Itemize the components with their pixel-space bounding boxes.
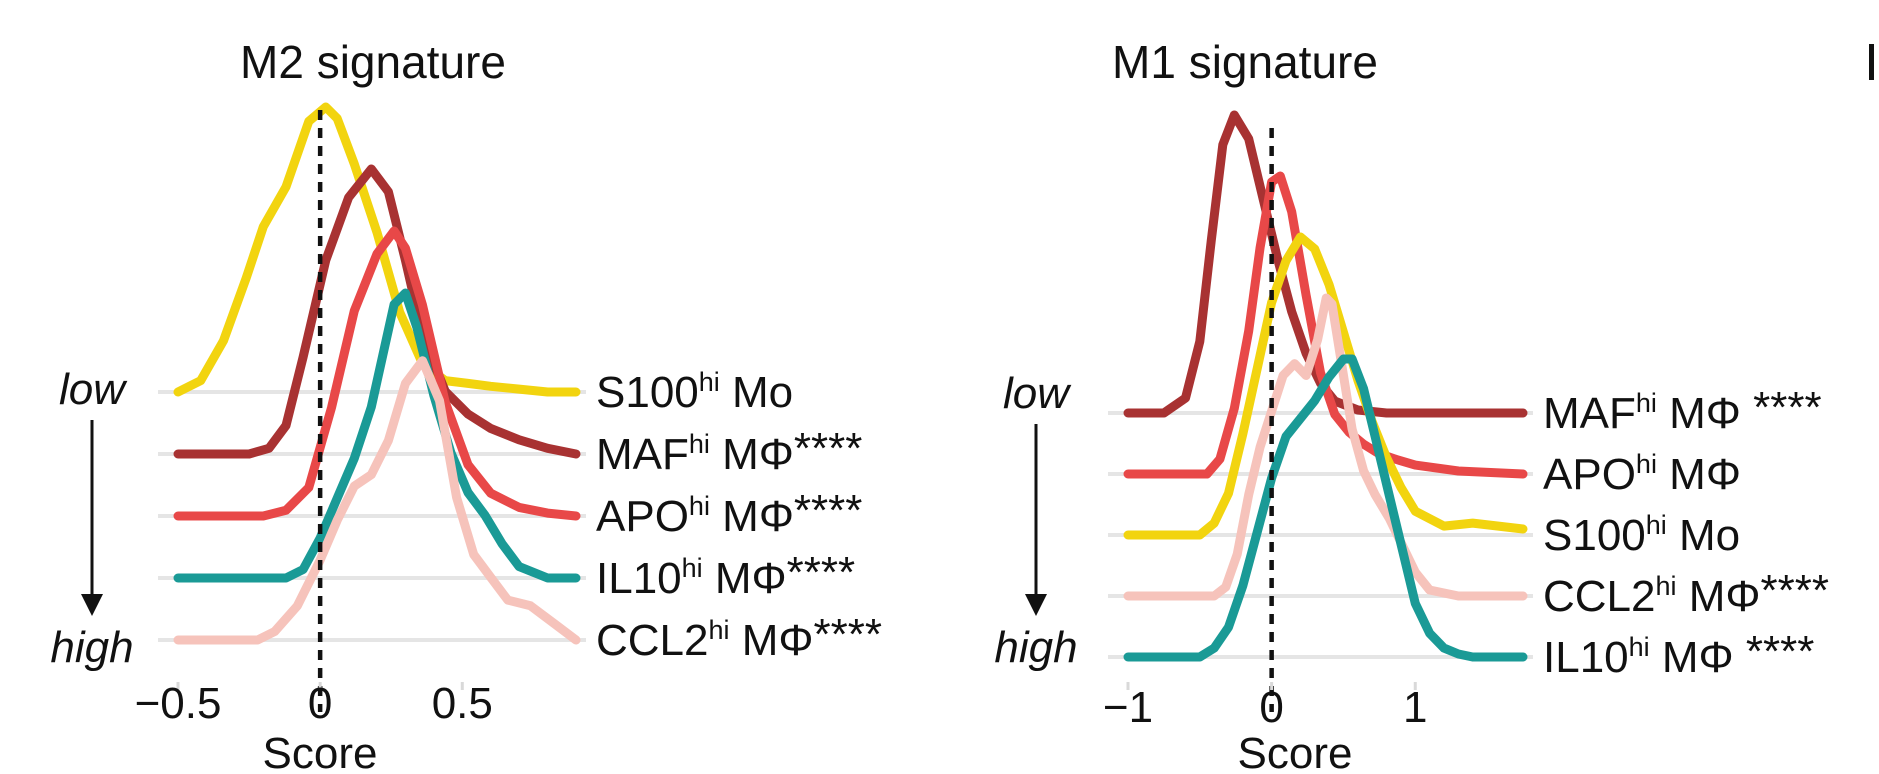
series-label-apo: APOhi MΦ <box>1543 449 1741 499</box>
cropped-next-panel-mark <box>1869 44 1874 80</box>
series-label-s100: S100hi Mo <box>1543 510 1740 560</box>
x-axis-label: Score <box>1238 729 1353 774</box>
ridge-ccl2 <box>173 356 581 645</box>
x-tick-label: 0.5 <box>432 679 493 728</box>
order-low-label: low <box>59 365 128 414</box>
order-arrow-head-icon <box>1025 594 1047 616</box>
ridge-s100 <box>1123 232 1528 540</box>
series-label-il10: IL10hi MΦ **** <box>1543 627 1814 682</box>
x-tick-label: 0 <box>308 679 332 728</box>
ridge-il10 <box>173 288 581 583</box>
order-arrow-head-icon <box>81 594 103 616</box>
series-label-apo: APOhi MΦ**** <box>596 486 862 541</box>
ridge-il10 <box>1123 354 1528 662</box>
ridge-maf <box>1123 110 1528 418</box>
x-tick-label: −0.5 <box>135 679 222 728</box>
panel-m1-signature: M1 signature MAFhi MΦ **** APOhi MΦ S100hi … <box>994 36 1829 774</box>
chart-title: M1 signature <box>1112 36 1378 88</box>
x-tick-label: −1 <box>1103 683 1153 732</box>
series-label-il10: IL10hi MΦ**** <box>596 548 855 603</box>
chart-title: M2 signature <box>240 36 506 88</box>
series-label-maf: MAFhi MΦ**** <box>596 424 862 479</box>
ridge-ccl2 <box>1123 293 1528 601</box>
ridge-apo <box>173 226 581 521</box>
panel-m2-signature: M2 signature S100hi Mo MAFhi MΦ**** APOhi M… <box>50 36 882 774</box>
ridge-apo <box>1123 171 1528 479</box>
series-label-ccl2: CCL2hi MΦ**** <box>1543 566 1829 621</box>
order-low-label: low <box>1003 369 1072 418</box>
x-axis-label: Score <box>263 729 378 774</box>
x-tick-label: 0 <box>1259 683 1283 732</box>
x-tick-label: 1 <box>1403 683 1427 732</box>
series-label-s100: S100hi Mo <box>596 367 793 417</box>
order-high-label: high <box>994 623 1077 672</box>
series-label-ccl2: CCL2hi MΦ**** <box>596 610 882 665</box>
series-label-maf: MAFhi MΦ **** <box>1543 383 1822 438</box>
order-high-label: high <box>50 623 133 672</box>
ridge-s100 <box>173 102 581 397</box>
ridge-maf <box>173 164 581 459</box>
